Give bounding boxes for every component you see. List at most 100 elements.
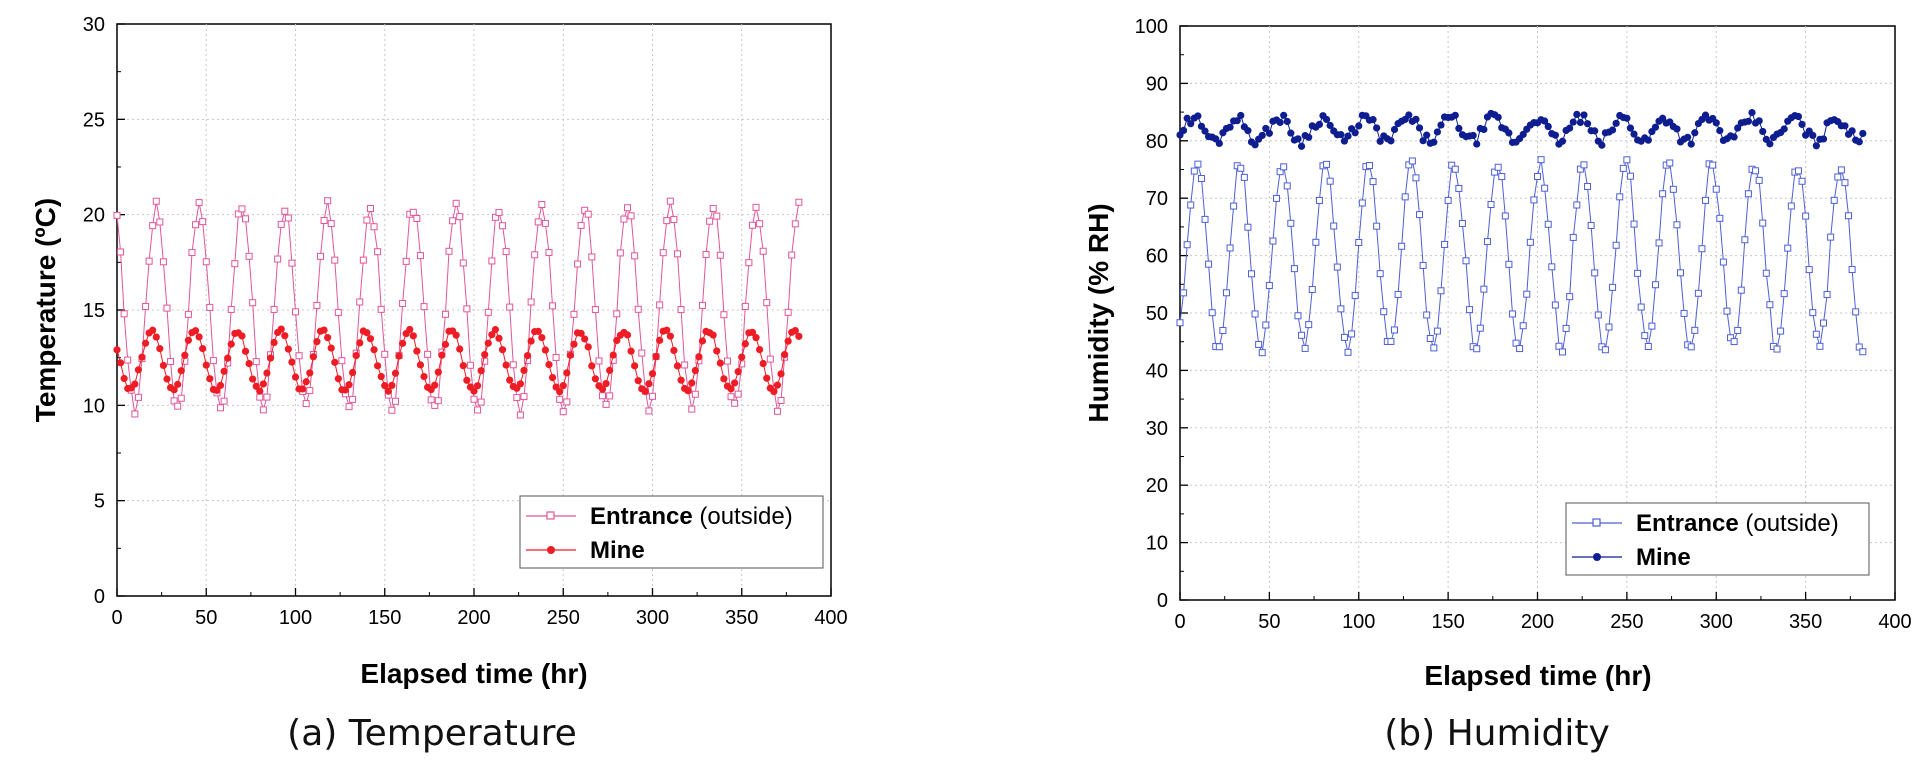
data-point-entrance [1616, 193, 1624, 201]
data-point-entrance [1673, 221, 1681, 229]
data-point-entrance [481, 357, 489, 365]
data-point-entrance [634, 305, 642, 313]
data-point-mine [1237, 111, 1245, 120]
data-point-mine [1712, 119, 1720, 127]
data-point-mine [116, 359, 125, 367]
data-point-mine [1744, 117, 1753, 125]
data-point-mine [1687, 140, 1695, 148]
data-point-entrance [1737, 286, 1745, 294]
data-point-entrance [1501, 212, 1509, 220]
data-point-mine [498, 346, 507, 354]
data-point-entrance [202, 258, 210, 266]
data-point-entrance [295, 352, 303, 360]
data-point-entrance [145, 257, 153, 265]
x-tick-label: 50 [1258, 611, 1280, 633]
data-point-entrance [1351, 292, 1359, 300]
data-point-entrance [795, 198, 803, 206]
data-point-mine [545, 361, 553, 369]
legend-marker-mine [547, 546, 555, 554]
data-point-entrance [1669, 185, 1677, 193]
data-point-mine [1430, 138, 1438, 146]
data-point-mine [184, 336, 192, 344]
data-point-mine [1233, 117, 1241, 125]
data-point-entrance [1541, 184, 1549, 192]
data-point-mine [491, 325, 500, 334]
data-point-mine [523, 351, 532, 360]
data-point-entrance [152, 197, 160, 205]
data-point-entrance [195, 199, 203, 207]
data-point-mine [388, 381, 396, 390]
data-point-mine [1541, 117, 1549, 125]
data-point-mine [1859, 129, 1867, 138]
data-point-entrance [242, 215, 250, 223]
data-point-mine [588, 362, 596, 370]
data-point-entrance [1551, 301, 1559, 309]
data-point-entrance [663, 217, 671, 225]
data-point-mine [613, 336, 621, 345]
data-point-mine [1179, 126, 1188, 134]
data-point-entrance [1820, 319, 1827, 327]
data-point-entrance [1845, 212, 1853, 220]
y-tick-label: 90 [1146, 73, 1168, 95]
data-point-mine [1848, 127, 1856, 135]
y-axis-title: Humidity (% RH) [1083, 203, 1114, 422]
data-point-mine [199, 345, 207, 353]
legend-label-mine: Mine [1636, 544, 1691, 571]
x-tick-label: 100 [1342, 611, 1375, 633]
data-point-entrance [359, 256, 367, 264]
data-point-mine [170, 386, 178, 394]
data-point-entrance [1380, 308, 1388, 316]
data-point-entrance [142, 302, 150, 310]
data-point-mine [1201, 127, 1209, 135]
data-point-entrance [773, 407, 781, 415]
data-point-entrance [531, 251, 539, 259]
data-point-entrance [688, 405, 696, 413]
data-point-mine [698, 337, 707, 345]
data-point-mine [416, 361, 425, 369]
data-point-mine [470, 387, 478, 395]
data-point-entrance [1305, 321, 1313, 329]
data-point-entrance [649, 392, 656, 400]
data-point-entrance [474, 406, 482, 414]
data-point-mine [634, 377, 642, 385]
data-point-entrance [192, 221, 200, 229]
data-point-mine [309, 353, 317, 361]
data-point-entrance [1312, 238, 1320, 246]
data-point-mine [534, 327, 542, 335]
data-point-entrance [252, 358, 260, 366]
y-tick-label: 60 [1146, 246, 1168, 268]
data-point-mine [320, 326, 328, 334]
legend-label-mine: Mine [590, 537, 645, 564]
data-point-mine [213, 386, 221, 394]
data-point-entrance [370, 223, 378, 231]
data-point-mine [266, 354, 275, 362]
data-point-mine [1387, 137, 1395, 145]
data-point-entrance [702, 250, 710, 258]
legend-marker-entrance [1592, 518, 1601, 527]
data-point-mine [163, 375, 171, 383]
data-point-entrance [1498, 173, 1506, 181]
x-tick-label: 250 [1610, 611, 1643, 633]
data-point-mine [752, 334, 760, 342]
data-point-entrance [1709, 161, 1717, 169]
data-point-entrance [613, 310, 621, 318]
data-point-entrance [1626, 172, 1634, 180]
data-point-mine [645, 380, 653, 388]
legend-marker-entrance [546, 511, 555, 520]
data-point-mine [299, 385, 307, 393]
data-point-entrance [791, 220, 799, 228]
data-point-entrance [1215, 343, 1223, 351]
data-point-mine [1558, 137, 1567, 145]
x-tick-label: 200 [1521, 611, 1554, 633]
data-point-mine [241, 347, 250, 355]
data-point-entrance [1430, 344, 1438, 352]
data-point-entrance [673, 250, 681, 258]
data-point-mine [741, 340, 749, 348]
data-point-entrance [1398, 242, 1406, 250]
data-point-entrance [1176, 319, 1184, 327]
data-point-entrance [1859, 348, 1867, 356]
data-point-entrance [238, 205, 246, 213]
data-point-mine [395, 352, 403, 360]
data-point-entrance [752, 203, 760, 211]
data-point-mine [1280, 111, 1288, 119]
